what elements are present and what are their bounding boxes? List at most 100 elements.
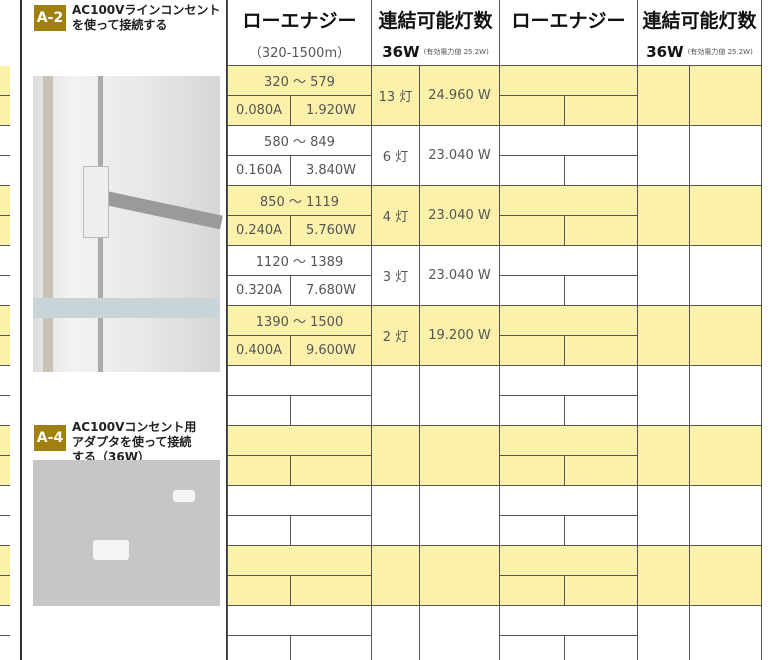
cell — [500, 636, 565, 660]
stripe — [0, 216, 10, 246]
cell — [638, 186, 690, 246]
stripe — [0, 516, 10, 546]
stripe — [0, 96, 10, 126]
range — [228, 606, 372, 636]
cell — [500, 246, 638, 276]
lamps — [372, 426, 420, 486]
range: 1120 ～ 1389 — [228, 246, 372, 276]
lamps — [372, 546, 420, 606]
stripe — [0, 156, 10, 186]
stripe — [0, 486, 10, 516]
lamps: 3 灯 — [372, 246, 420, 306]
sub-header: 36W (有効電力値 25.2W) — [372, 38, 500, 66]
badge: A-4 — [34, 425, 66, 451]
lamps — [372, 366, 420, 426]
current: 0.320A — [228, 276, 291, 306]
header: ローエナジー — [228, 0, 372, 38]
stripe — [0, 186, 10, 216]
cell — [690, 366, 762, 426]
stripe — [0, 636, 10, 660]
cell — [690, 486, 762, 546]
stripe — [0, 306, 10, 336]
cell — [500, 216, 565, 246]
total: 23.040 W — [420, 246, 500, 306]
total — [420, 546, 500, 606]
cell — [565, 516, 638, 546]
cell — [500, 576, 565, 606]
cell — [500, 366, 638, 396]
lamps: 6 灯 — [372, 126, 420, 186]
total — [420, 606, 500, 660]
badge: A-2 — [34, 5, 66, 31]
total — [420, 366, 500, 426]
watts — [291, 576, 372, 606]
cell — [565, 636, 638, 660]
wattage: 36W — [382, 42, 420, 61]
section-title: AC100Vラインコンセント を使って接続する — [72, 3, 220, 33]
cell — [690, 126, 762, 186]
current — [228, 516, 291, 546]
cell — [565, 456, 638, 486]
wattage: 36W — [646, 42, 684, 61]
title-line: を使って接続する — [72, 18, 168, 32]
cell — [638, 126, 690, 186]
stripe — [0, 426, 10, 456]
photo — [33, 460, 220, 606]
cell — [638, 66, 690, 126]
title-line: AC100Vコンセント用 — [72, 420, 197, 434]
cell — [565, 96, 638, 126]
photo — [33, 76, 223, 372]
range — [228, 426, 372, 456]
total: 19.200 W — [420, 306, 500, 366]
range: 320 ～ 579 — [228, 66, 372, 96]
current: 0.080A — [228, 96, 291, 126]
stripe — [0, 366, 10, 396]
watts: 5.760W — [291, 216, 372, 246]
watts — [291, 396, 372, 426]
cell — [500, 396, 565, 426]
cell — [500, 186, 638, 216]
cell — [500, 606, 638, 636]
border — [227, 0, 228, 660]
range: 1390 ～ 1500 — [228, 306, 372, 336]
range — [228, 546, 372, 576]
cell — [638, 426, 690, 486]
total: 23.040 W — [420, 186, 500, 246]
watts: 3.840W — [291, 156, 372, 186]
total — [420, 426, 500, 486]
header: 連結可能灯数 — [638, 0, 762, 38]
cell — [500, 276, 565, 306]
cell — [690, 186, 762, 246]
cell — [500, 306, 638, 336]
range: 580 ～ 849 — [228, 126, 372, 156]
stripe — [0, 606, 10, 636]
range: 850 ～ 1119 — [228, 186, 372, 216]
current: 0.400A — [228, 336, 291, 366]
cell — [638, 366, 690, 426]
stripe — [0, 66, 10, 96]
cell — [565, 276, 638, 306]
current — [228, 396, 291, 426]
watts — [291, 456, 372, 486]
lamps: 2 灯 — [372, 306, 420, 366]
watts — [291, 636, 372, 660]
watts: 9.600W — [291, 336, 372, 366]
wattage-note: (有効電力値 25.2W) — [687, 47, 753, 56]
cell — [500, 66, 638, 96]
stripe — [0, 396, 10, 426]
cell — [690, 306, 762, 366]
cell — [565, 216, 638, 246]
lamps: 4 灯 — [372, 186, 420, 246]
header: ローエナジー — [500, 0, 638, 38]
stripe — [0, 246, 10, 276]
cell — [500, 96, 565, 126]
cell — [500, 546, 638, 576]
cell — [565, 336, 638, 366]
total: 23.040 W — [420, 126, 500, 186]
watts: 1.920W — [291, 96, 372, 126]
cell — [690, 246, 762, 306]
header: 連結可能灯数 — [372, 0, 500, 38]
section-title: AC100Vコンセント用 アダプタを使って接続 する（36W） — [72, 420, 196, 465]
cell — [638, 486, 690, 546]
